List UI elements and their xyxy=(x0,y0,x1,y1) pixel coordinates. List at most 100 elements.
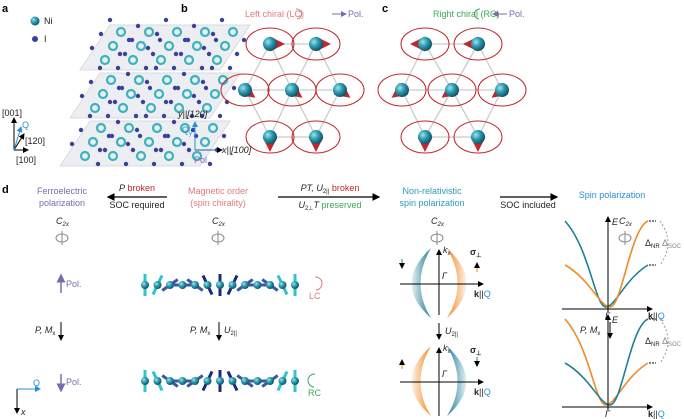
sub: NR xyxy=(651,342,660,348)
panel-label: a xyxy=(2,3,9,15)
ni-atom xyxy=(79,150,91,162)
pol-label: Pol. xyxy=(66,279,82,289)
bond xyxy=(315,89,341,138)
ni-atom xyxy=(166,281,174,289)
lc-label: LC xyxy=(309,291,321,301)
lc-title: Left chiral (LC) xyxy=(245,9,304,19)
i-atom xyxy=(107,99,113,105)
axis-x: x||[100] xyxy=(221,145,252,155)
ni-atom xyxy=(107,150,119,162)
fermi-plot-top: kx Γ σ⊥ k||Q xyxy=(399,245,491,318)
ni-atom xyxy=(395,83,409,97)
panel-a: a Ni I [001] Q [120] [100] xyxy=(2,3,251,167)
i-atom xyxy=(171,65,177,71)
i-atom xyxy=(137,133,143,139)
pol-label: Pol. xyxy=(509,9,525,19)
bond xyxy=(451,43,479,91)
k-parallel-q-label: k||Q xyxy=(648,311,665,321)
i-atom xyxy=(163,99,169,105)
ni-atom xyxy=(105,74,117,86)
i-atom xyxy=(227,65,233,71)
ni-atom xyxy=(333,83,347,97)
ni-atom xyxy=(171,136,183,148)
bond xyxy=(477,89,503,138)
crystal-axes: [001] Q [120] [100] xyxy=(2,108,45,165)
ni-atom xyxy=(199,136,211,148)
ni-atom xyxy=(153,377,162,385)
ni-atom xyxy=(241,281,249,289)
i-atom xyxy=(106,133,112,139)
i-atom xyxy=(210,31,216,37)
chirality-ellipse xyxy=(400,27,450,61)
ni-atom xyxy=(173,102,185,114)
ni-atom xyxy=(216,281,224,289)
chirality-ellipse xyxy=(315,73,365,107)
ni-atom xyxy=(266,281,274,289)
i-atom xyxy=(87,113,93,119)
d: Δ xyxy=(645,238,651,248)
crystal-structure xyxy=(59,17,251,167)
i-atom xyxy=(102,147,108,153)
ni-atom xyxy=(285,83,299,97)
i-atom xyxy=(161,113,167,119)
chirality-ellipse xyxy=(400,120,450,154)
c2x-sub: 2x xyxy=(437,222,445,228)
ni-atom xyxy=(278,281,287,289)
i-atom xyxy=(140,99,146,105)
i-atom xyxy=(135,23,141,29)
c2x-label: C2x xyxy=(431,216,445,228)
par: || xyxy=(653,409,658,419)
ni-atom xyxy=(155,54,167,66)
chirality-ellipse xyxy=(245,120,295,154)
i-atom xyxy=(117,51,123,57)
ni-atom xyxy=(278,377,287,385)
ni-atom xyxy=(166,377,174,385)
arrow3-bottom: SOC included xyxy=(500,200,556,210)
i-atom xyxy=(181,71,187,77)
gamma-label: Γ xyxy=(442,369,448,379)
ni-atom xyxy=(201,102,213,114)
chirality-ellipse xyxy=(291,120,341,154)
kx-label: kx xyxy=(443,245,451,257)
bond xyxy=(315,43,341,91)
q: Q xyxy=(658,409,665,419)
spinpol-title: Spin polarization xyxy=(579,190,646,200)
ni-atom xyxy=(145,102,157,114)
bond xyxy=(244,43,271,91)
panel-label: b xyxy=(181,3,188,15)
i-atom xyxy=(107,17,113,23)
panel-c: c Right chiral (RC) Pol. xyxy=(377,3,527,154)
ni-atom xyxy=(135,40,147,52)
delta-soc-label: ΔSOC xyxy=(662,336,682,348)
ni-atom xyxy=(163,40,175,52)
ni-atom xyxy=(178,281,187,289)
e-label: E xyxy=(612,217,619,227)
ni-atom xyxy=(95,122,107,134)
i-atom xyxy=(95,161,101,167)
fermi-plot-bottom: kx Γ σ⊥ k||Q xyxy=(399,343,491,416)
ni-atom xyxy=(203,281,212,289)
ferro-column: Pol. P, Mx Pol. Q x xyxy=(14,273,82,417)
bond xyxy=(269,89,293,138)
ni-atom xyxy=(141,281,149,289)
i-atom xyxy=(125,141,131,147)
i-atom xyxy=(200,79,206,85)
ni-atom xyxy=(207,122,219,134)
axis-100: [100] xyxy=(16,155,36,165)
ni-atom xyxy=(163,150,175,162)
ni-atom xyxy=(181,88,193,100)
ni-atom xyxy=(418,37,432,51)
bond xyxy=(477,43,503,91)
ni-atom xyxy=(151,122,163,134)
k: k xyxy=(648,409,654,419)
i-atom xyxy=(190,127,196,133)
i-atom xyxy=(153,147,159,153)
i-atom xyxy=(116,85,122,91)
i-atom xyxy=(97,65,103,71)
arrow2-bottom: U2⊥T preserved xyxy=(298,200,361,212)
gamma-label: Γ xyxy=(605,409,611,419)
d: Δ xyxy=(662,336,668,346)
legend-ni: Ni xyxy=(44,16,53,26)
